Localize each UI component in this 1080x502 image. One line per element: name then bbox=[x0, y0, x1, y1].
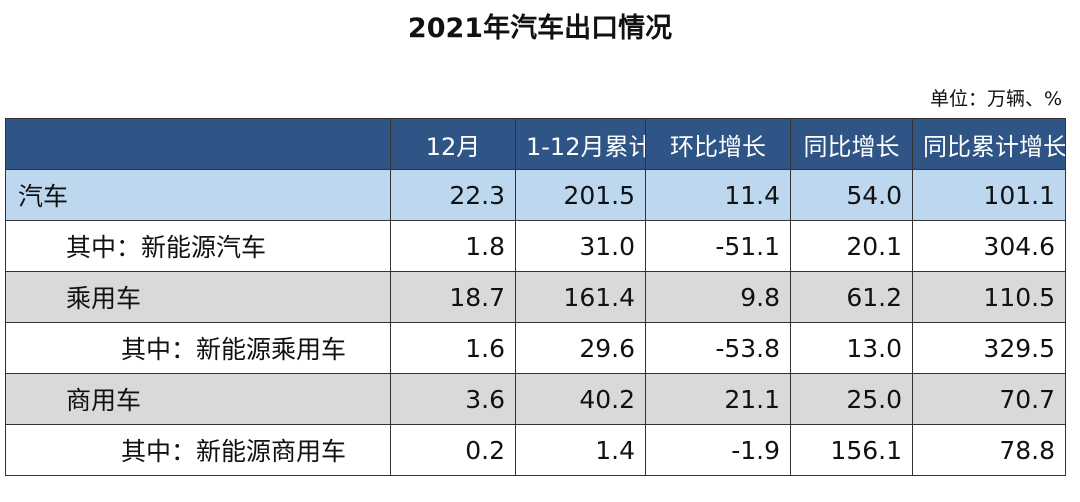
cell: 13.0 bbox=[790, 322, 913, 374]
cell: 40.2 bbox=[515, 373, 646, 425]
cell: 9.8 bbox=[645, 271, 791, 323]
cell: 70.7 bbox=[912, 373, 1066, 425]
cell: 101.1 bbox=[912, 169, 1066, 221]
row-label: 其中：新能源商用车 bbox=[5, 424, 391, 476]
table-row: 商用车 3.6 40.2 21.1 25.0 70.7 bbox=[5, 373, 1066, 425]
cell: 20.1 bbox=[790, 220, 913, 272]
cell: -1.9 bbox=[645, 424, 791, 476]
cell: 25.0 bbox=[790, 373, 913, 425]
cell: 61.2 bbox=[790, 271, 913, 323]
cell: -53.8 bbox=[645, 322, 791, 374]
title: 2021年汽车出口情况 bbox=[407, 13, 673, 44]
table-body: 汽车 22.3 201.5 11.4 54.0 101.1 其中：新能源汽车 1.8 31.0-… bbox=[5, 169, 1066, 476]
header-row: 12月 1-12月累计 环比增长 同比增长 同比累计增长 bbox=[5, 118, 1066, 170]
table-row: 其中：新能源汽车 1.8 31.0 -51.1 20.1 304.6 bbox=[5, 220, 1066, 272]
table-row: 乘用车 18.7 161.4 9.8 61.2 110.5 bbox=[5, 271, 1066, 323]
cell: 21.1 bbox=[645, 373, 791, 425]
cell: 1.4 bbox=[515, 424, 646, 476]
cell: 78.8 bbox=[912, 424, 1066, 476]
cell: 3.6 bbox=[390, 373, 516, 425]
table-row: 其中：新能源乘用车 1.6 29.6 -53.8 13.0 329.5 bbox=[5, 322, 1066, 374]
row-label: 其中：新能源汽车 bbox=[5, 220, 391, 272]
column-header: 1-12月累计 bbox=[515, 118, 646, 170]
row-label: 乘用车 bbox=[5, 271, 391, 323]
column-header: 同比增长 bbox=[790, 118, 913, 170]
cell: 1.6 bbox=[390, 322, 516, 374]
row-label: 汽车 bbox=[5, 169, 391, 221]
cell: 31.0 bbox=[515, 220, 646, 272]
row-label: 其中：新能源乘用车 bbox=[5, 322, 391, 374]
column-header: 环比增长 bbox=[645, 118, 791, 170]
cell: 18.7 bbox=[390, 271, 516, 323]
row-label: 商用车 bbox=[5, 373, 391, 425]
cell: 54.0 bbox=[790, 169, 913, 221]
column-header: 12月 bbox=[390, 118, 516, 170]
cell: 329.5 bbox=[912, 322, 1066, 374]
cell: 22.3 bbox=[390, 169, 516, 221]
cell: 1.8 bbox=[390, 220, 516, 272]
cell: 110.5 bbox=[912, 271, 1066, 323]
cell: 0.2 bbox=[390, 424, 516, 476]
cell: 201.5 bbox=[515, 169, 646, 221]
cell: 161.4 bbox=[515, 271, 646, 323]
cell: 11.4 bbox=[645, 169, 791, 221]
cell: 29.6 bbox=[515, 322, 646, 374]
column-header: 同比累计增长 bbox=[912, 118, 1066, 170]
unit-note: 单位：万辆、% bbox=[929, 88, 1062, 110]
cell: -51.1 bbox=[645, 220, 791, 272]
export-table: 12月 1-12月累计 环比增长 同比增长 同比累计增长 汽车 22.3 201.5 11.4… bbox=[5, 118, 1066, 476]
table-row: 其中：新能源商用车 0.2 1.4 -1.9 156.1 78.8 bbox=[5, 424, 1066, 476]
cell: 304.6 bbox=[912, 220, 1066, 272]
header-corner bbox=[5, 118, 391, 170]
cell: 156.1 bbox=[790, 424, 913, 476]
table-row: 汽车 22.3 201.5 11.4 54.0 101.1 bbox=[5, 169, 1066, 221]
